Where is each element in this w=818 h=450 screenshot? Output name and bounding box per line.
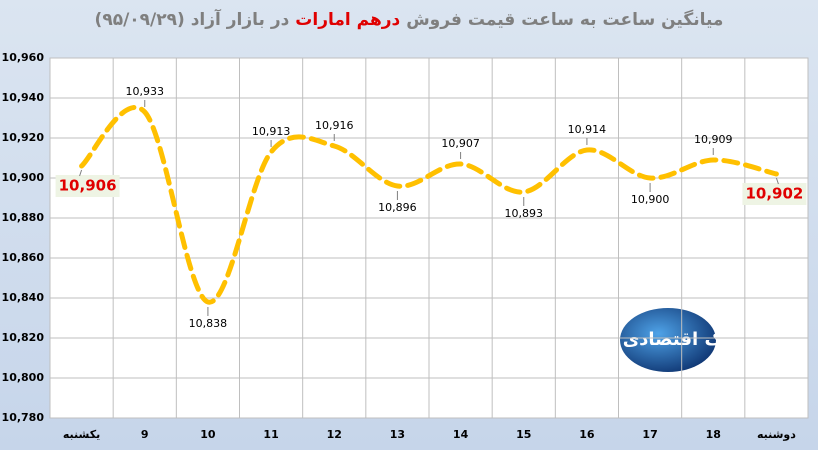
end-label-box <box>742 183 807 205</box>
data-label: 10,902 <box>745 185 803 203</box>
title-part: میانگین ساعت به ساعت قیمت فروش <box>406 9 723 30</box>
data-label: 10,909 <box>694 133 733 146</box>
data-label: 10,913 <box>252 125 291 138</box>
x-tick-label: یکشنبه <box>63 428 100 441</box>
title-part: درهم امارات <box>295 10 400 30</box>
series-line <box>79 105 779 305</box>
x-tick-label: 14 <box>453 428 469 441</box>
y-tick-label: 10,860 <box>2 251 45 264</box>
data-label: 10,900 <box>631 193 670 206</box>
leader-line <box>775 177 779 185</box>
y-tick-label: 10,940 <box>2 91 45 104</box>
data-label: 10,907 <box>441 137 480 150</box>
data-label: 10,914 <box>568 123 607 136</box>
watermark: تابناک اقتصادی <box>623 329 758 350</box>
x-tick-label: 17 <box>642 428 657 441</box>
y-tick-label: 10,800 <box>2 371 45 384</box>
x-tick-label: 11 <box>263 428 278 441</box>
y-tick-label: 10,920 <box>2 131 45 144</box>
logo: تابناک اقتصادی <box>620 308 757 372</box>
x-tick-label: 10 <box>200 428 216 441</box>
x-tick-label: 9 <box>141 428 149 441</box>
leader-line <box>79 169 83 177</box>
x-tick-label: 15 <box>516 428 531 441</box>
logo-mark <box>620 308 716 372</box>
y-tick-label: 10,880 <box>2 211 45 224</box>
data-label: 10,933 <box>126 85 165 98</box>
x-tick-label: 18 <box>706 428 721 441</box>
y-tick-label: 10,840 <box>2 291 45 304</box>
x-tick-label: دوشنبه <box>757 428 796 441</box>
x-tick-label: 12 <box>327 428 342 441</box>
title-part: در بازار آزاد (۹۵/۰۹/۲۹) <box>95 8 290 30</box>
data-label: 10,906 <box>59 177 117 195</box>
y-tick-label: 10,820 <box>2 331 45 344</box>
y-tick-label: 10,960 <box>2 51 45 64</box>
data-label: 10,893 <box>505 207 544 220</box>
x-tick-label: 13 <box>390 428 405 441</box>
y-tick-label: 10,900 <box>2 171 45 184</box>
data-label: 10,838 <box>189 317 228 330</box>
end-label-box <box>55 175 120 197</box>
y-tick-label: 10,780 <box>2 411 45 424</box>
data-label: 10,896 <box>378 201 417 214</box>
x-tick-label: 16 <box>579 428 595 441</box>
data-label: 10,916 <box>315 119 354 132</box>
chart-title: میانگین ساعت به ساعت قیمت فروش درهم امار… <box>95 8 724 30</box>
